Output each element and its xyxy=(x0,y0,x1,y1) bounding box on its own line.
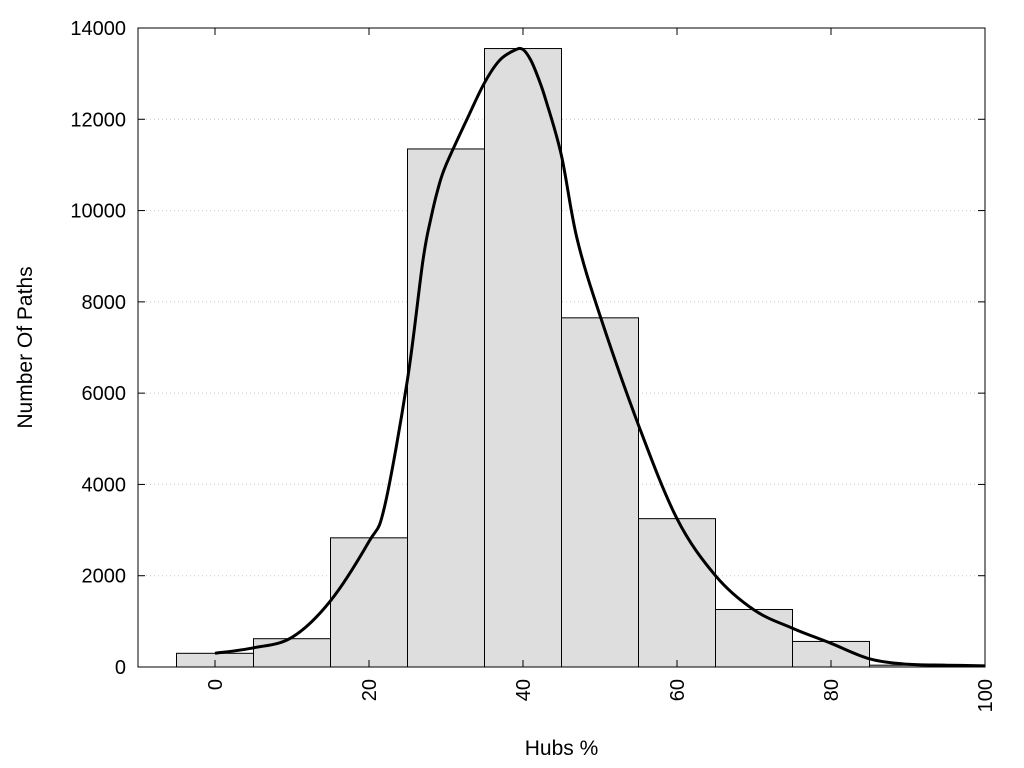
y-tick-label: 12000 xyxy=(70,109,126,131)
histogram-bar xyxy=(638,518,716,668)
histogram-bar xyxy=(561,317,639,668)
y-tick-label: 6000 xyxy=(82,383,127,405)
y-tick-label: 4000 xyxy=(82,474,127,496)
y-tick-label: 8000 xyxy=(82,292,127,314)
histogram-bar xyxy=(715,608,793,668)
density-curve xyxy=(214,46,986,668)
y-tick-label: 0 xyxy=(115,657,126,679)
x-tick-label: 20 xyxy=(359,679,381,701)
x-tick-label: 100 xyxy=(975,679,997,712)
histogram-bar xyxy=(330,537,408,668)
x-tick-label: 60 xyxy=(667,679,689,701)
y-tick-label: 10000 xyxy=(70,201,126,223)
x-tick-label: 80 xyxy=(821,679,843,701)
x-tick-label: 0 xyxy=(205,679,227,690)
x-axis-title: Hubs % xyxy=(525,737,599,760)
histogram-bar xyxy=(407,148,485,668)
histogram-bar xyxy=(484,48,562,668)
density-curve-line xyxy=(214,46,986,668)
plot-frame xyxy=(137,27,986,668)
y-tick-label: 2000 xyxy=(82,566,127,588)
y-tick-label: 14000 xyxy=(70,18,126,40)
x-tick-label: 40 xyxy=(513,679,535,701)
axis-ticks: 0 2000 4000 6000 8000 10000 12000 14000 0 20 40 60 8… xyxy=(70,18,997,712)
y-axis-title: Number Of Paths xyxy=(14,266,37,428)
histogram-bar xyxy=(253,638,331,668)
